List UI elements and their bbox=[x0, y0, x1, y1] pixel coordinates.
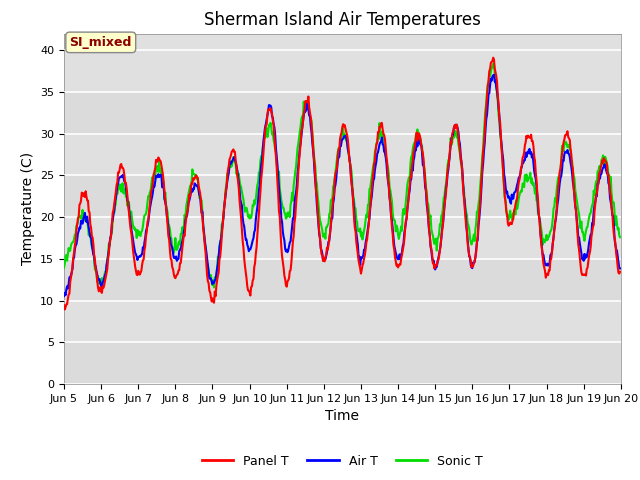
Y-axis label: Temperature (C): Temperature (C) bbox=[20, 152, 35, 265]
Air T bbox=[70, 255, 78, 261]
Legend: Panel T, Air T, Sonic T: Panel T, Air T, Sonic T bbox=[196, 450, 488, 473]
Sonic T bbox=[60, 265, 68, 271]
Panel T bbox=[61, 307, 68, 312]
Air T bbox=[410, 157, 417, 163]
Bar bbox=[64, 259, 621, 300]
X-axis label: Time: Time bbox=[325, 409, 360, 423]
Bar bbox=[64, 92, 621, 134]
Air T bbox=[213, 266, 221, 272]
Panel T bbox=[185, 200, 193, 205]
Panel T bbox=[616, 269, 624, 275]
Panel T bbox=[71, 242, 79, 248]
Title: Sherman Island Air Temperatures: Sherman Island Air Temperatures bbox=[204, 11, 481, 29]
Bar bbox=[64, 342, 621, 384]
Line: Panel T: Panel T bbox=[64, 58, 620, 310]
Air T bbox=[490, 72, 498, 78]
Sonic T bbox=[410, 140, 418, 145]
Air T bbox=[426, 233, 434, 239]
Air T bbox=[616, 265, 624, 271]
Bar bbox=[64, 175, 621, 217]
Panel T bbox=[60, 302, 68, 308]
Line: Air T: Air T bbox=[64, 75, 620, 296]
Panel T bbox=[128, 237, 136, 242]
Sonic T bbox=[184, 195, 191, 201]
Line: Sonic T: Sonic T bbox=[64, 64, 620, 288]
Panel T bbox=[410, 145, 418, 151]
Air T bbox=[184, 208, 191, 214]
Text: SI_mixed: SI_mixed bbox=[70, 36, 132, 49]
Sonic T bbox=[214, 254, 221, 260]
Sonic T bbox=[70, 236, 78, 242]
Sonic T bbox=[427, 213, 435, 218]
Panel T bbox=[490, 55, 497, 60]
Air T bbox=[60, 293, 68, 299]
Air T bbox=[127, 226, 135, 232]
Sonic T bbox=[127, 209, 135, 215]
Sonic T bbox=[490, 61, 497, 67]
Panel T bbox=[427, 243, 435, 249]
Panel T bbox=[214, 273, 221, 278]
Sonic T bbox=[616, 234, 624, 240]
Sonic T bbox=[210, 285, 218, 290]
